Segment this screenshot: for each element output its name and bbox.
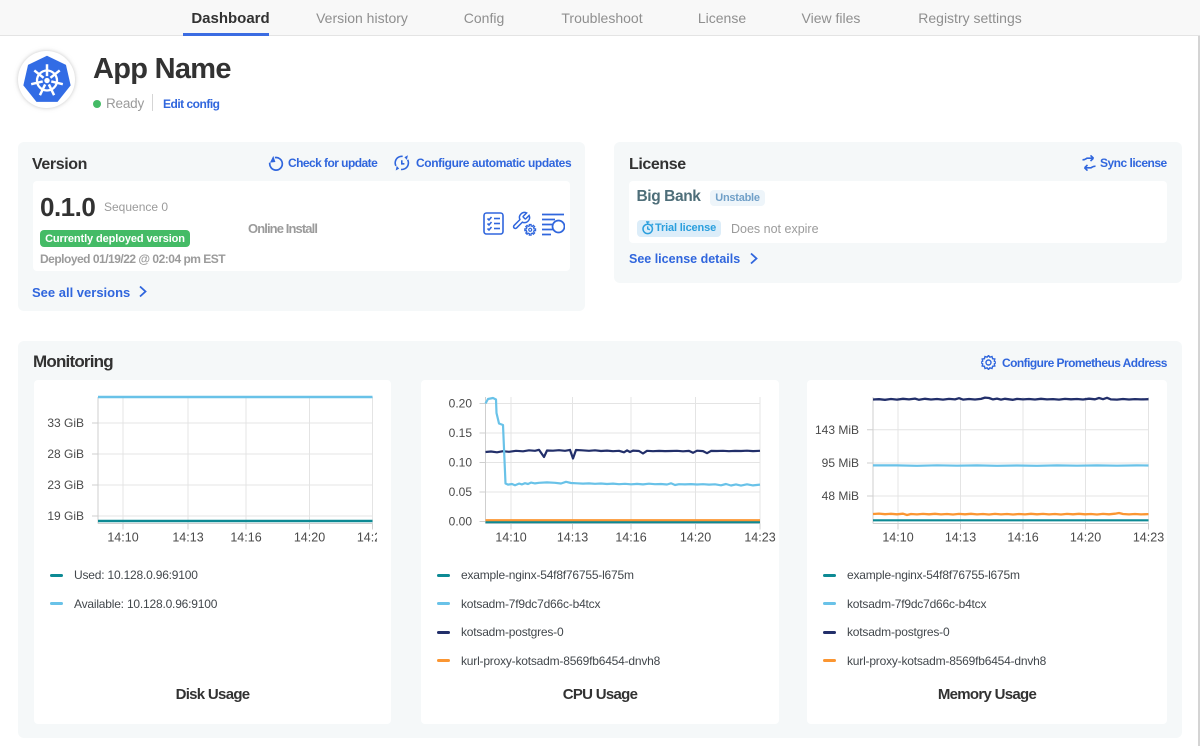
svg-text:0.15: 0.15 (449, 426, 473, 440)
svg-text:14:10: 14:10 (107, 531, 138, 545)
svg-text:14:13: 14:13 (945, 531, 976, 545)
svg-text:14:23: 14:23 (744, 531, 775, 545)
svg-text:14:20: 14:20 (1070, 531, 1101, 545)
svg-text:143 MiB: 143 MiB (815, 423, 859, 437)
svg-text:14:16: 14:16 (615, 531, 646, 545)
svg-text:14:16: 14:16 (1007, 531, 1038, 545)
svg-text:48 MiB: 48 MiB (822, 489, 859, 503)
svg-text:0.20: 0.20 (449, 397, 473, 411)
svg-text:0.05: 0.05 (449, 485, 473, 499)
svg-text:28 GiB: 28 GiB (47, 447, 84, 461)
svg-text:95 MiB: 95 MiB (822, 456, 859, 470)
svg-text:14:23: 14:23 (1133, 531, 1164, 545)
svg-text:0.00: 0.00 (449, 515, 473, 529)
svg-text:0.10: 0.10 (449, 456, 473, 470)
svg-text:14:10: 14:10 (882, 531, 913, 545)
svg-text:19 GiB: 19 GiB (47, 509, 84, 523)
svg-text:14:23: 14:23 (357, 531, 377, 545)
svg-text:14:16: 14:16 (230, 531, 261, 545)
svg-text:14:20: 14:20 (294, 531, 325, 545)
svg-text:33 GiB: 33 GiB (47, 416, 84, 430)
svg-text:14:13: 14:13 (557, 531, 588, 545)
svg-text:14:10: 14:10 (495, 531, 526, 545)
svg-text:23 GiB: 23 GiB (47, 478, 84, 492)
svg-text:14:20: 14:20 (680, 531, 711, 545)
svg-text:14:13: 14:13 (172, 531, 203, 545)
